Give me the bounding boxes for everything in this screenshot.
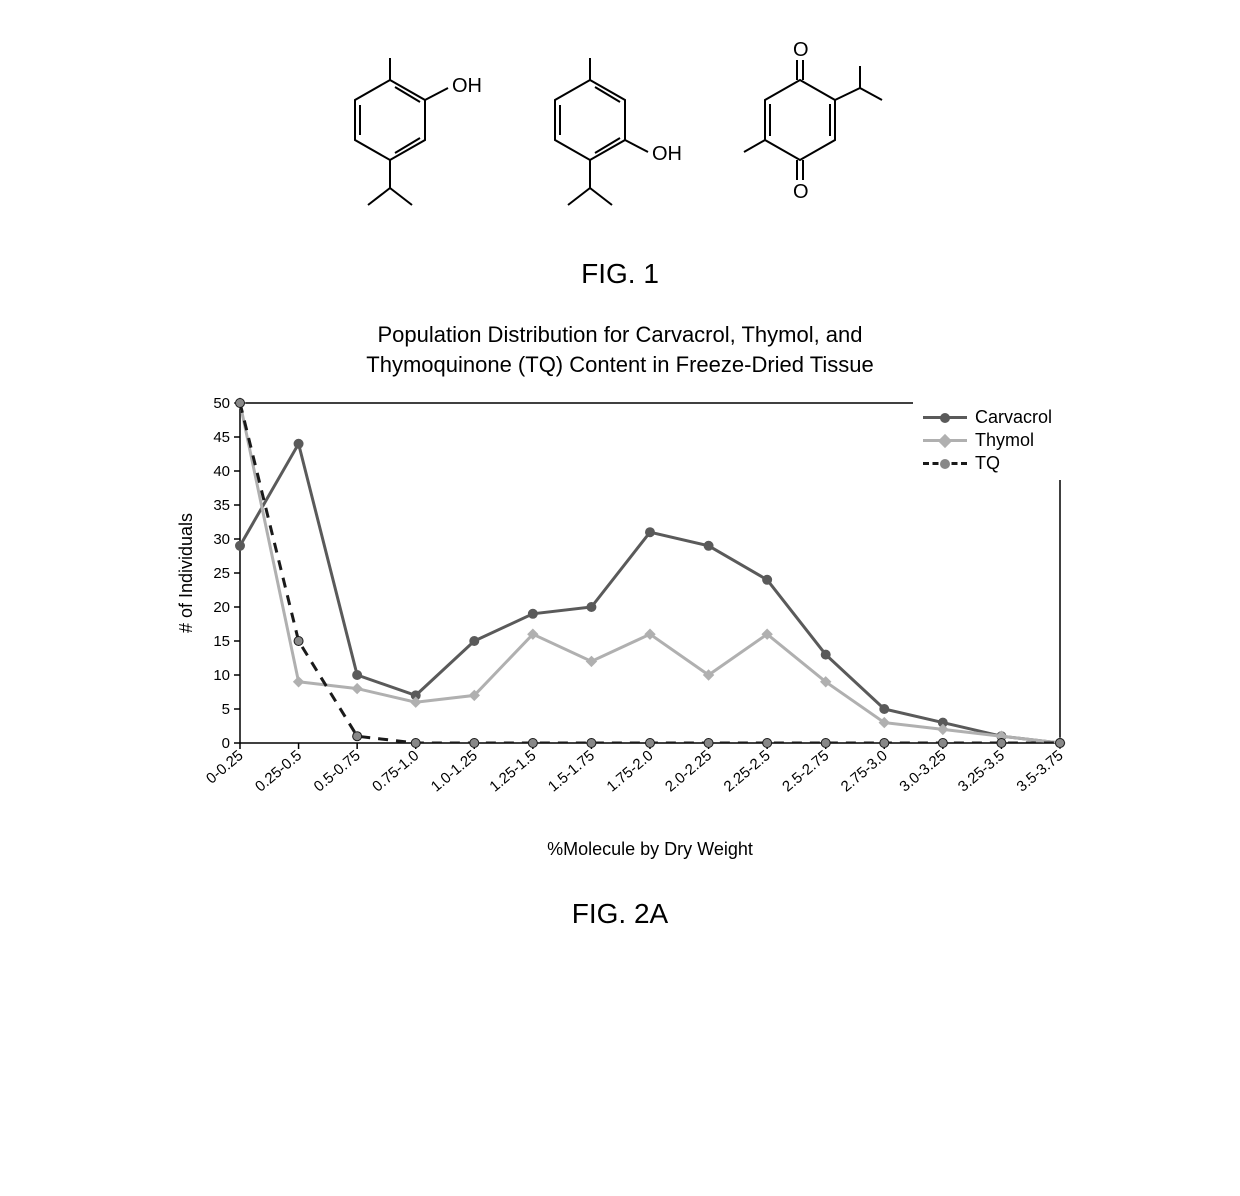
- svg-text:30: 30: [213, 531, 230, 548]
- carvacrol-structure: OH: [330, 40, 490, 240]
- svg-text:3.5-3.75: 3.5-3.75: [1013, 747, 1066, 795]
- legend-item-thymol: Thymol: [923, 430, 1052, 451]
- marker: [821, 739, 830, 748]
- marker: [586, 657, 596, 667]
- oh-label: OH: [452, 75, 482, 97]
- marker: [880, 705, 889, 714]
- marker: [294, 637, 303, 646]
- marker: [763, 576, 772, 585]
- marker: [528, 739, 537, 748]
- marker: [938, 739, 947, 748]
- svg-text:20: 20: [213, 599, 230, 616]
- fig1-label: FIG. 1: [581, 258, 659, 290]
- svg-text:50: 50: [213, 395, 230, 412]
- svg-text:2.0-2.25: 2.0-2.25: [662, 747, 715, 795]
- marker: [236, 542, 245, 551]
- o-label-top: O: [793, 40, 809, 61]
- marker: [470, 637, 479, 646]
- marker: [353, 732, 362, 741]
- svg-text:25: 25: [213, 565, 230, 582]
- marker: [997, 739, 1006, 748]
- svg-text:0.75-1.0: 0.75-1.0: [369, 747, 422, 795]
- svg-text:3.0-3.25: 3.0-3.25: [896, 747, 949, 795]
- marker: [352, 684, 362, 694]
- svg-text:1.75-2.0: 1.75-2.0: [603, 747, 656, 795]
- legend-label: TQ: [975, 453, 1000, 474]
- marker: [704, 542, 713, 551]
- marker: [528, 610, 537, 619]
- thymoquinone-structure: O O: [730, 40, 910, 240]
- marker: [587, 739, 596, 748]
- svg-text:1.25-1.5: 1.25-1.5: [486, 747, 539, 795]
- fig1-structures: OH OH: [330, 40, 910, 240]
- marker: [294, 440, 303, 449]
- marker: [294, 677, 304, 687]
- marker: [587, 603, 596, 612]
- o-label-bottom: O: [793, 181, 809, 203]
- chart-area: 0 5 10 15 20 25 30 35 40 45 50 # of Individuals 0-0.…: [170, 393, 1070, 878]
- marker: [353, 671, 362, 680]
- svg-text:1.0-1.25: 1.0-1.25: [428, 747, 481, 795]
- legend-label: Thymol: [975, 430, 1034, 451]
- svg-text:0: 0: [222, 735, 230, 752]
- svg-text:2.25-2.5: 2.25-2.5: [721, 747, 774, 795]
- svg-text:35: 35: [213, 497, 230, 514]
- svg-text:40: 40: [213, 463, 230, 480]
- oh-label: OH: [652, 143, 682, 165]
- chart-title-line1: Population Distribution for Carvacrol, T…: [377, 322, 862, 347]
- marker: [470, 739, 479, 748]
- svg-text:1.5-1.75: 1.5-1.75: [545, 747, 598, 795]
- svg-text:45: 45: [213, 429, 230, 446]
- svg-text:3.25-3.5: 3.25-3.5: [955, 747, 1008, 795]
- svg-text:0.5-0.75: 0.5-0.75: [311, 747, 364, 795]
- y-axis-label: # of Individuals: [176, 513, 196, 633]
- marker: [704, 739, 713, 748]
- chart-title-line2: Thymoquinone (TQ) Content in Freeze-Drie…: [366, 352, 873, 377]
- svg-text:15: 15: [213, 633, 230, 650]
- chart-legend: CarvacrolThymolTQ: [913, 401, 1062, 480]
- marker: [1056, 739, 1065, 748]
- svg-text:10: 10: [213, 667, 230, 684]
- x-axis-label: %Molecule by Dry Weight: [547, 839, 753, 859]
- svg-text:5: 5: [222, 701, 230, 718]
- marker: [646, 739, 655, 748]
- marker: [236, 399, 245, 408]
- marker: [763, 739, 772, 748]
- svg-text:2.75-3.0: 2.75-3.0: [838, 747, 891, 795]
- marker: [880, 739, 889, 748]
- svg-text:0-0.25: 0-0.25: [203, 747, 247, 787]
- thymol-structure: OH: [530, 40, 690, 240]
- legend-item-tq: TQ: [923, 453, 1052, 474]
- legend-item-carvacrol: Carvacrol: [923, 407, 1052, 428]
- marker: [646, 528, 655, 537]
- series-carvacrol: [240, 444, 1060, 743]
- legend-label: Carvacrol: [975, 407, 1052, 428]
- chart-title: Population Distribution for Carvacrol, T…: [366, 320, 873, 379]
- svg-text:0.25-0.5: 0.25-0.5: [252, 747, 305, 795]
- marker: [411, 739, 420, 748]
- svg-text:2.5-2.75: 2.5-2.75: [779, 747, 832, 795]
- marker: [821, 650, 830, 659]
- fig2a-label: FIG. 2A: [572, 898, 668, 930]
